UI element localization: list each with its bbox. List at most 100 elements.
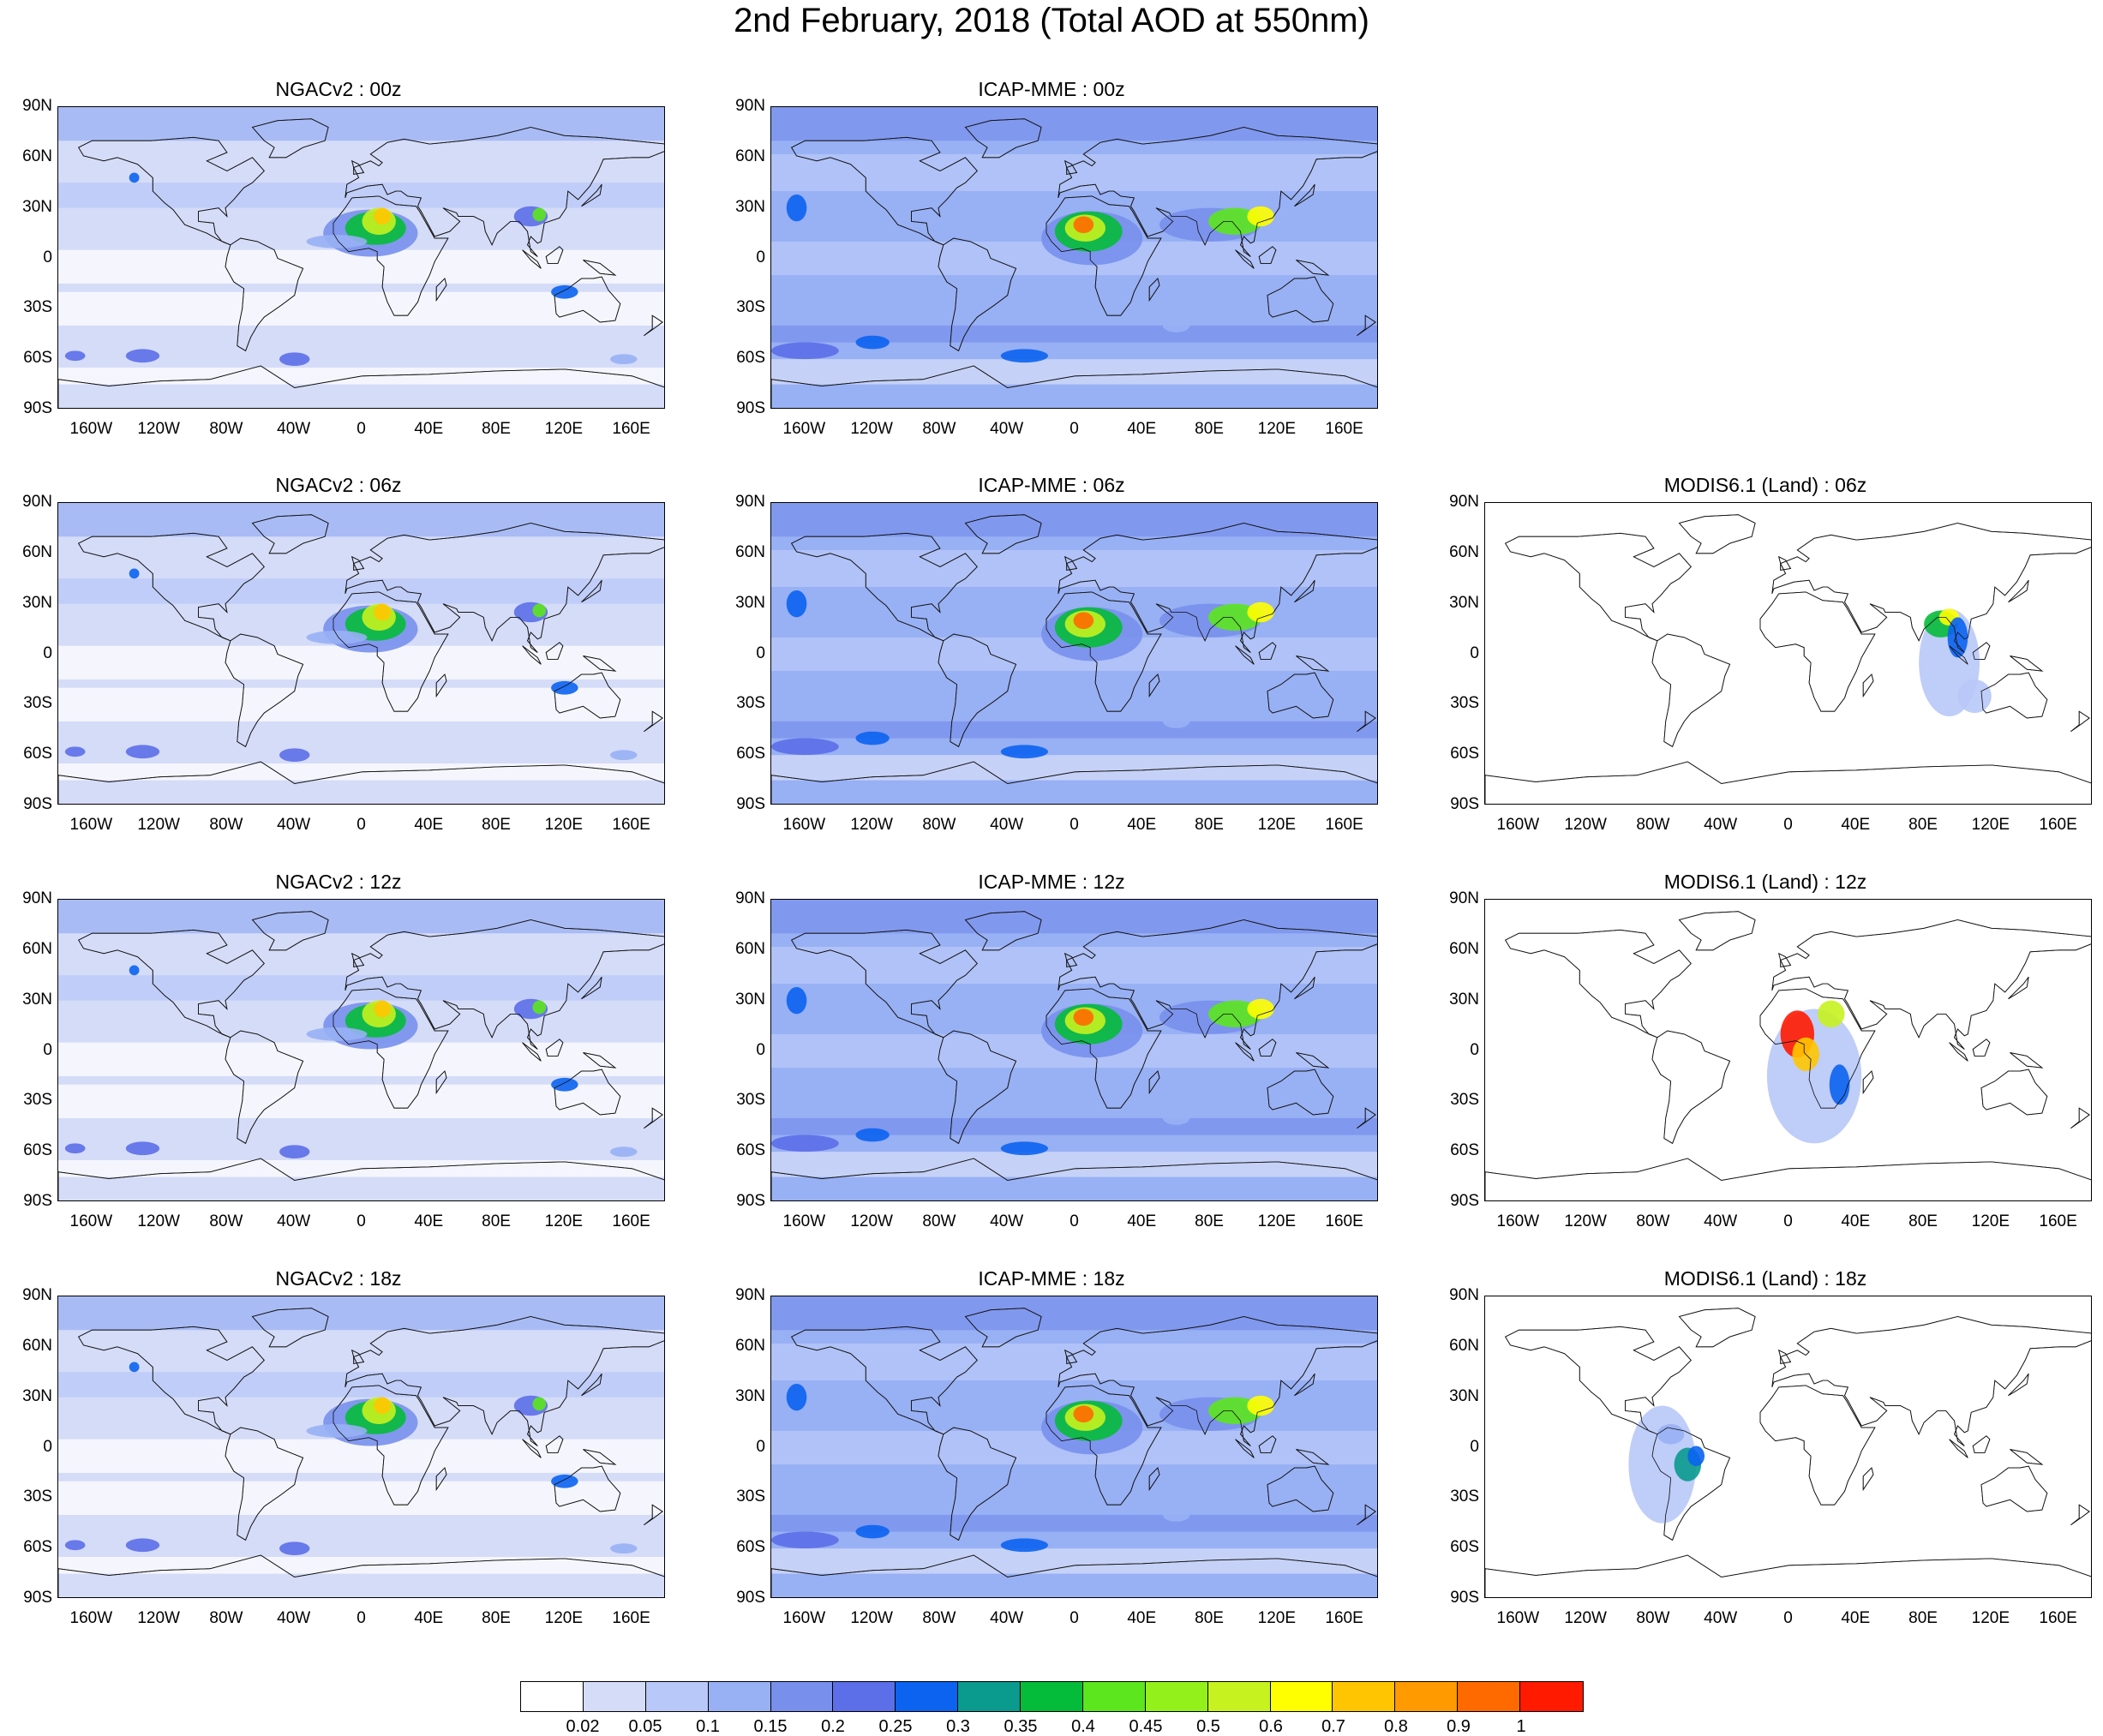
aod-plume	[64, 746, 86, 757]
map-panel-icap-06z: ICAP-MME : 06z 90N 60N 30N 0 30S 60S 90S 160W 120…	[713, 473, 1390, 850]
coastline-overlay	[1057, 523, 1377, 653]
map-area	[1484, 1296, 2092, 1598]
coastline-overlay	[2010, 1052, 2044, 1069]
lon-tick-label: 40E	[1841, 816, 1871, 834]
coastline-overlay	[938, 1030, 1017, 1144]
coastline-overlay	[2010, 1449, 2044, 1465]
coastline-overlay	[581, 579, 602, 603]
aod-plume	[786, 590, 807, 618]
lat-tick-label: 60N	[735, 939, 765, 958]
lat-tick-label: 30N	[22, 990, 52, 1009]
aod-plume	[771, 1134, 839, 1152]
lon-tick-label: 40W	[277, 1609, 311, 1627]
coastline-overlay	[1064, 1350, 1078, 1364]
lon-tick-label: 120E	[1971, 1609, 2010, 1627]
aod-plume	[1000, 745, 1048, 759]
colorbar-swatch	[770, 1682, 834, 1711]
lon-tick-label: 160E	[612, 420, 650, 438]
coastline-overlay	[78, 532, 265, 642]
coastline-overlay	[1771, 1316, 2091, 1446]
aod-band	[771, 549, 1377, 588]
colorbar-swatch	[521, 1682, 584, 1711]
panel-title: ICAP-MME : 00z	[978, 78, 1125, 100]
coastline-overlay	[938, 237, 1017, 351]
aod-plume	[610, 750, 638, 761]
aod-plume	[786, 1383, 807, 1411]
lat-tick-label: 60S	[1450, 1141, 1479, 1160]
aod-plume	[129, 172, 140, 183]
lat-tick-label: 30N	[22, 1386, 52, 1405]
aod-map	[58, 503, 664, 804]
coastline-overlay	[791, 929, 978, 1039]
coastline-overlay	[1759, 988, 1876, 1109]
lat-tick-label: 90N	[22, 889, 52, 907]
map-panel-ngac-00z: NGACv2 : 00z 90N 60N 30N 0 30S 60S 90S 160W 120W 8…	[0, 77, 677, 454]
aod-plume	[1073, 612, 1094, 630]
aod-plume	[1247, 602, 1274, 623]
lat-tick-label: 60S	[23, 745, 52, 763]
lon-tick-label: 120W	[137, 816, 180, 834]
panel-title: NGACv2 : 06z	[275, 474, 402, 496]
lon-tick-label: 80E	[1195, 420, 1224, 438]
lon-tick-label: 160E	[1325, 1212, 1363, 1230]
lon-tick-label: 160E	[612, 1609, 650, 1627]
lat-tick-label: 90S	[736, 399, 765, 417]
aod-band	[771, 153, 1377, 192]
aod-plume	[129, 965, 140, 976]
lon-tick-label: 40W	[990, 420, 1024, 438]
aod-band	[58, 503, 664, 537]
colorbar-swatch	[1145, 1682, 1208, 1711]
map-area	[57, 1296, 665, 1598]
lon-tick-label: 160W	[1496, 1609, 1540, 1627]
coastline-overlay	[1357, 1504, 1376, 1526]
coastline-overlay	[351, 160, 365, 175]
lon-tick-label: 120E	[1257, 816, 1297, 834]
coastline-overlay	[1485, 1158, 2091, 1200]
coastline-overlay	[1258, 1039, 1277, 1057]
aod-band	[58, 1481, 664, 1515]
coastline-overlay	[1046, 195, 1162, 316]
aod-plume	[786, 194, 807, 222]
aod-plume	[129, 568, 140, 579]
aod-plume	[786, 986, 807, 1015]
aod-plume	[64, 350, 86, 362]
lat-tick-label: 90S	[23, 1589, 52, 1607]
lat-tick-label: 90N	[735, 889, 765, 907]
aod-map	[58, 900, 664, 1200]
aod-plume	[1162, 1508, 1190, 1522]
lon-tick-label: 40W	[1704, 1609, 1738, 1627]
colorbar-tick-label: 0.8	[1384, 1717, 1408, 1736]
aod-band	[58, 107, 664, 141]
coastline-overlay	[545, 642, 564, 660]
aod-plume	[125, 1141, 160, 1156]
lon-tick-label: 120E	[544, 1609, 584, 1627]
lon-tick-label: 120W	[850, 816, 893, 834]
lon-tick-label: 80W	[922, 816, 956, 834]
aod-map	[771, 107, 1377, 408]
lon-tick-label: 120W	[1564, 1609, 1607, 1627]
coastline-overlay	[1678, 911, 1756, 951]
coastline-overlay	[1064, 160, 1078, 175]
lat-tick-label: 30S	[736, 694, 765, 713]
colorbar-tick-label: 0.2	[821, 1717, 845, 1736]
figure-title: 2nd February, 2018 (Total AOD at 550nm)	[734, 2, 1369, 39]
aod-plume	[125, 745, 160, 759]
coastline-overlay	[938, 633, 1017, 747]
colorbar	[520, 1681, 1584, 1712]
lon-tick-label: 120W	[137, 1609, 180, 1627]
map-panel-icap-12z: ICAP-MME : 12z 90N 60N 30N 0 30S 60S 90S 160W 120…	[713, 870, 1390, 1247]
coastline-overlay	[1759, 591, 1876, 712]
aod-band	[771, 359, 1377, 385]
lon-tick-label: 40W	[277, 1212, 311, 1230]
coastline-overlay	[1505, 929, 1692, 1039]
lon-tick-label: 80E	[1908, 816, 1938, 834]
aod-plume	[855, 731, 890, 745]
coastline-overlay	[435, 1070, 447, 1094]
coastline-overlay	[1148, 1467, 1160, 1491]
lat-tick-label: 90N	[735, 1286, 765, 1304]
aod-plume	[551, 1077, 578, 1092]
aod-band	[771, 1117, 1377, 1135]
lat-tick-label: 0	[756, 1040, 765, 1059]
lon-tick-label: 80E	[482, 1609, 511, 1627]
coastline-overlay	[78, 1326, 265, 1435]
